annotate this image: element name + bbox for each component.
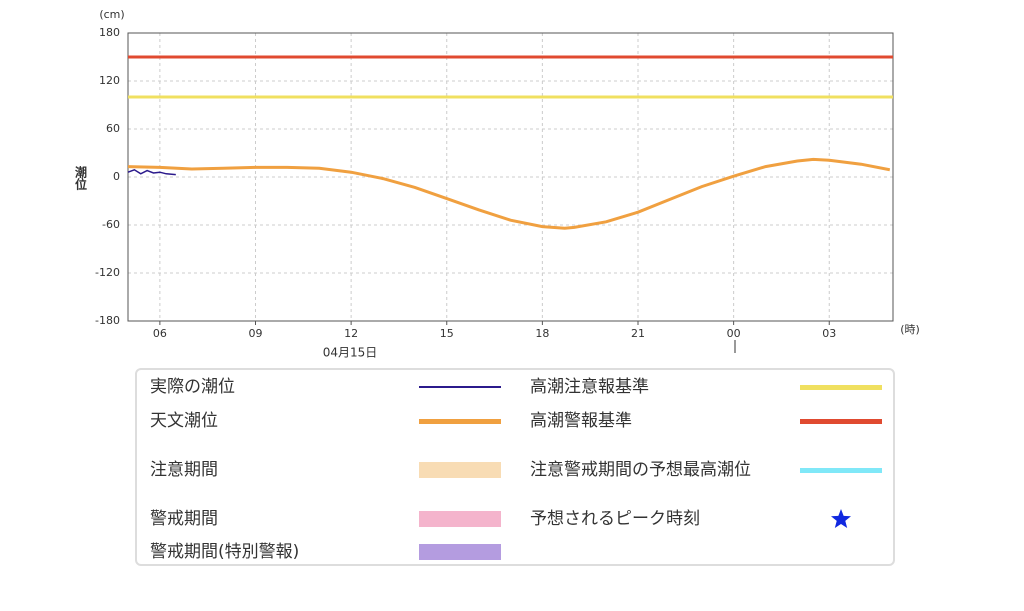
chart: (cm) (時) 04月15日 潮位 -180-120-600601201800… bbox=[74, 8, 920, 360]
y-tick-label: -120 bbox=[95, 266, 120, 279]
legend-swatch bbox=[419, 462, 501, 478]
date-label: 04月15日 bbox=[323, 346, 378, 360]
legend-swatch bbox=[419, 511, 501, 527]
legend-label: 実際の潮位 bbox=[150, 377, 235, 397]
y-tick-label: 120 bbox=[99, 74, 120, 87]
x-tick-label: 18 bbox=[535, 327, 549, 340]
legend-label: 警戒期間 bbox=[150, 509, 218, 529]
x-tick-label: 00 bbox=[727, 327, 741, 340]
y-tick-label: -180 bbox=[95, 314, 120, 327]
x-tick-label: 21 bbox=[631, 327, 645, 340]
legend: 実際の潮位天文潮位注意期間警戒期間警戒期間(特別警報) 高潮注意報基準 高潮警報基準… bbox=[135, 368, 895, 566]
y-tick-label: 180 bbox=[99, 26, 120, 39]
x-unit: (時) bbox=[900, 323, 920, 336]
plot-frame bbox=[127, 32, 894, 322]
x-tick-label: 12 bbox=[344, 327, 358, 340]
legend-label: 高潮注意報基準 bbox=[530, 377, 649, 397]
legend-swatch bbox=[419, 544, 501, 560]
legend-label: 注意警戒期間の予想最高潮位 bbox=[530, 460, 751, 480]
x-tick-label: 15 bbox=[440, 327, 454, 340]
legend-label: 天文潮位 bbox=[150, 411, 218, 431]
x-tick-label: 03 bbox=[822, 327, 836, 340]
legend-label: 注意期間 bbox=[150, 460, 218, 480]
x-tick-label: 09 bbox=[249, 327, 263, 340]
x-tick-label: 06 bbox=[153, 327, 167, 340]
legend-label: 警戒期間(特別警報) bbox=[150, 542, 300, 562]
y-tick-label: -60 bbox=[102, 218, 120, 231]
series-line bbox=[127, 157, 891, 230]
star bbox=[831, 509, 851, 528]
legend-swatch bbox=[800, 468, 882, 473]
y-unit: (cm) bbox=[99, 8, 124, 21]
y-tick-label: 60 bbox=[106, 122, 120, 135]
legend-label: 予想されるピーク時刻 bbox=[530, 509, 700, 529]
legend-swatch bbox=[800, 418, 882, 424]
series-line bbox=[127, 168, 176, 176]
legend-swatch bbox=[800, 384, 882, 390]
y-tick-label: 0 bbox=[113, 170, 120, 183]
legend-swatch bbox=[419, 386, 501, 388]
legend-star bbox=[831, 509, 851, 528]
y-axis-label: 潮位 bbox=[74, 165, 88, 191]
legend-swatch bbox=[419, 418, 501, 424]
legend-label: 高潮警報基準 bbox=[530, 411, 632, 431]
